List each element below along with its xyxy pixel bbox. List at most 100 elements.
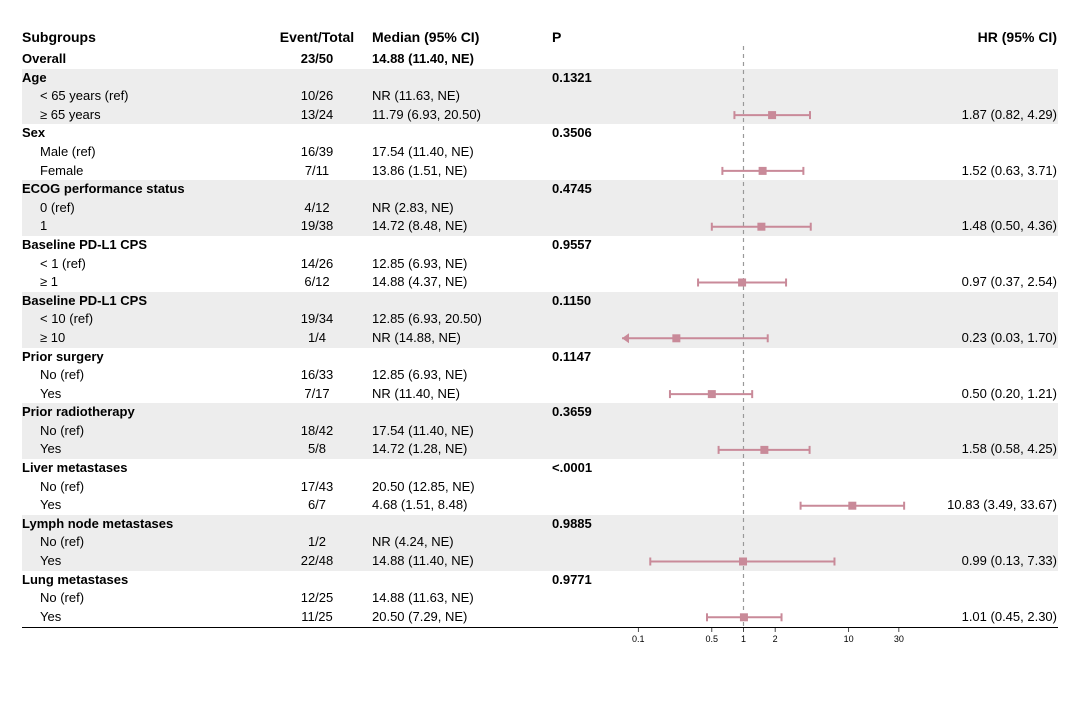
cell-subgroup: Yes [22, 552, 262, 571]
forest-row: No (ref)16/3312.85 (6.93, NE) [22, 366, 1058, 385]
cell-event: 6/12 [262, 273, 372, 292]
cell-p: 0.9557 [552, 236, 622, 255]
bottom-rule [22, 627, 1058, 628]
cell-plot [622, 440, 912, 459]
header-subgroups: Subgroups [22, 28, 262, 47]
cell-plot [622, 50, 912, 69]
cell-hr: 0.97 (0.37, 2.54) [912, 273, 1057, 292]
cell-p: 0.9885 [552, 515, 622, 534]
rows-container: Subgroups Event/Total Median (95% CI) P … [22, 24, 1058, 626]
cell-plot [622, 589, 912, 608]
cell-subgroup: ≥ 10 [22, 329, 262, 348]
cell-plot [622, 496, 912, 515]
forest-row: < 1 (ref)14/2612.85 (6.93, NE) [22, 255, 1058, 274]
cell-subgroup: < 65 years (ref) [22, 87, 262, 106]
forest-row: Male (ref)16/3917.54 (11.40, NE) [22, 143, 1058, 162]
cell-plot [622, 124, 912, 143]
forest-row: Lung metastases0.9771 [22, 571, 1058, 590]
forest-row: ≥ 65 years13/2411.79 (6.93, 20.50)1.87 (… [22, 106, 1058, 125]
cell-median: 14.88 (11.40, NE) [372, 552, 552, 571]
cell-subgroup: No (ref) [22, 366, 262, 385]
cell-subgroup: Male (ref) [22, 143, 262, 162]
cell-median: 14.88 (11.40, NE) [372, 50, 552, 69]
svg-text:30: 30 [894, 634, 904, 644]
cell-median: 12.85 (6.93, NE) [372, 255, 552, 274]
cell-event: 10/26 [262, 87, 372, 106]
cell-p: 0.4745 [552, 180, 622, 199]
cell-subgroup: Age [22, 69, 262, 88]
forest-row: Sex0.3506 [22, 124, 1058, 143]
cell-plot [622, 515, 912, 534]
forest-row: Yes11/2520.50 (7.29, NE)1.01 (0.45, 2.30… [22, 608, 1058, 627]
cell-plot [622, 571, 912, 590]
cell-event: 4/12 [262, 199, 372, 218]
cell-hr: 1.87 (0.82, 4.29) [912, 106, 1057, 125]
cell-plot [622, 329, 912, 348]
cell-p: 0.1147 [552, 348, 622, 367]
forest-row: Yes6/74.68 (1.51, 8.48)10.83 (3.49, 33.6… [22, 496, 1058, 515]
cell-subgroup: Lymph node metastases [22, 515, 262, 534]
cell-hr: 1.58 (0.58, 4.25) [912, 440, 1057, 459]
cell-plot [622, 385, 912, 404]
cell-event: 5/8 [262, 440, 372, 459]
cell-median: 11.79 (6.93, 20.50) [372, 106, 552, 125]
cell-plot [622, 348, 912, 367]
forest-row: Overall23/5014.88 (11.40, NE) [22, 50, 1058, 69]
cell-plot [622, 255, 912, 274]
cell-subgroup: Baseline PD-L1 CPS [22, 236, 262, 255]
cell-p: 0.1321 [552, 69, 622, 88]
header-p: P [552, 28, 622, 47]
forest-row: Age 0.1321 [22, 69, 1058, 88]
cell-p: 0.3506 [552, 124, 622, 143]
forest-row: No (ref)17/4320.50 (12.85, NE) [22, 478, 1058, 497]
cell-median: 14.72 (8.48, NE) [372, 217, 552, 236]
forest-row: Female7/1113.86 (1.51, NE)1.52 (0.63, 3.… [22, 162, 1058, 181]
forest-row: Prior surgery 0.1147 [22, 348, 1058, 367]
cell-event: 7/11 [262, 162, 372, 181]
cell-subgroup: Yes [22, 385, 262, 404]
cell-plot [622, 459, 912, 478]
cell-event: 7/17 [262, 385, 372, 404]
cell-median: NR (14.88, NE) [372, 329, 552, 348]
cell-hr: 1.48 (0.50, 4.36) [912, 217, 1057, 236]
cell-subgroup: No (ref) [22, 589, 262, 608]
forest-row: Prior radiotherapy0.3659 [22, 403, 1058, 422]
cell-plot [622, 533, 912, 552]
cell-p: <.0001 [552, 459, 622, 478]
cell-plot [622, 217, 912, 236]
cell-median: 17.54 (11.40, NE) [372, 422, 552, 441]
cell-plot [622, 310, 912, 329]
forest-row: Yes7/17NR (11.40, NE)0.50 (0.20, 1.21) [22, 385, 1058, 404]
cell-plot [622, 87, 912, 106]
cell-median: 4.68 (1.51, 8.48) [372, 496, 552, 515]
cell-event: 1/4 [262, 329, 372, 348]
cell-subgroup: No (ref) [22, 478, 262, 497]
forest-plot-table: Subgroups Event/Total Median (95% CI) P … [0, 0, 1080, 702]
forest-row: Yes22/4814.88 (11.40, NE)0.99 (0.13, 7.3… [22, 552, 1058, 571]
cell-median: 20.50 (7.29, NE) [372, 608, 552, 627]
cell-hr: 10.83 (3.49, 33.67) [912, 496, 1057, 515]
forest-row: No (ref)12/2514.88 (11.63, NE) [22, 589, 1058, 608]
forest-row: ECOG performance status0.4745 [22, 180, 1058, 199]
cell-plot [622, 552, 912, 571]
header-row: Subgroups Event/Total Median (95% CI) P … [22, 24, 1058, 50]
forest-plot-axis: 0.10.5121030 [622, 627, 912, 651]
cell-subgroup: 1 [22, 217, 262, 236]
header-hr: HR (95% CI) [912, 28, 1057, 47]
cell-event: 16/39 [262, 143, 372, 162]
cell-event: 12/25 [262, 589, 372, 608]
cell-event: 19/38 [262, 217, 372, 236]
cell-subgroup: No (ref) [22, 422, 262, 441]
cell-median: 12.85 (6.93, NE) [372, 366, 552, 385]
cell-event: 6/7 [262, 496, 372, 515]
cell-plot [622, 403, 912, 422]
cell-subgroup: ≥ 65 years [22, 106, 262, 125]
cell-plot [622, 162, 912, 181]
svg-text:0.5: 0.5 [706, 634, 719, 644]
cell-subgroup: Prior surgery [22, 348, 262, 367]
cell-subgroup: ≥ 1 [22, 273, 262, 292]
header-median: Median (95% CI) [372, 28, 552, 47]
forest-row: Lymph node metastases 0.9885 [22, 515, 1058, 534]
cell-median: 12.85 (6.93, 20.50) [372, 310, 552, 329]
cell-event: 22/48 [262, 552, 372, 571]
